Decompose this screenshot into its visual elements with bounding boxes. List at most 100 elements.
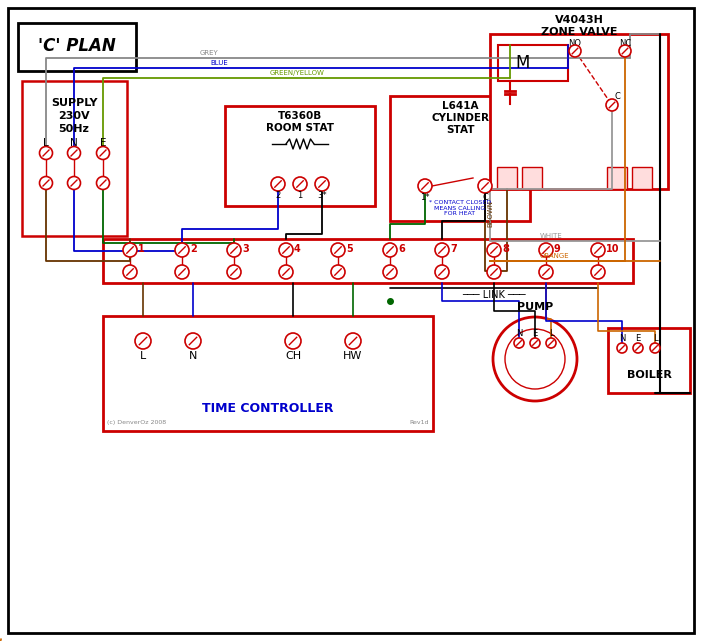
Circle shape [175, 243, 189, 257]
Circle shape [633, 343, 643, 353]
Text: N: N [189, 351, 197, 361]
Circle shape [650, 343, 660, 353]
FancyBboxPatch shape [497, 167, 517, 189]
Text: CH: CH [285, 351, 301, 361]
FancyBboxPatch shape [22, 81, 127, 236]
Circle shape [185, 333, 201, 349]
Text: * CONTACT CLOSED
MEANS CALLING
FOR HEAT: * CONTACT CLOSED MEANS CALLING FOR HEAT [429, 200, 491, 216]
Circle shape [39, 176, 53, 190]
Circle shape [293, 177, 307, 191]
FancyBboxPatch shape [8, 8, 694, 633]
Circle shape [619, 45, 631, 57]
Circle shape [383, 243, 397, 257]
Text: ZONE VALVE: ZONE VALVE [541, 27, 617, 37]
FancyBboxPatch shape [632, 167, 652, 189]
Text: CYLINDER: CYLINDER [431, 113, 489, 123]
Circle shape [546, 338, 556, 348]
Circle shape [67, 176, 81, 190]
Circle shape [175, 265, 189, 279]
Text: N: N [516, 328, 522, 338]
Circle shape [271, 177, 285, 191]
Circle shape [435, 265, 449, 279]
Text: STAT: STAT [446, 125, 475, 135]
Text: C: C [482, 192, 488, 201]
Circle shape [331, 265, 345, 279]
Text: L641A: L641A [442, 101, 478, 111]
Circle shape [617, 343, 627, 353]
Circle shape [96, 176, 110, 190]
Circle shape [123, 265, 137, 279]
Text: GREY: GREY [200, 50, 219, 56]
Text: PUMP: PUMP [517, 302, 553, 312]
Circle shape [418, 179, 432, 193]
FancyBboxPatch shape [390, 96, 530, 221]
Circle shape [514, 338, 524, 348]
Circle shape [135, 333, 151, 349]
Text: 5: 5 [346, 244, 352, 254]
Circle shape [487, 265, 501, 279]
Text: L: L [653, 333, 657, 342]
Circle shape [285, 333, 301, 349]
Circle shape [606, 99, 618, 111]
Circle shape [123, 243, 137, 257]
Circle shape [279, 243, 293, 257]
Text: TIME CONTROLLER: TIME CONTROLLER [202, 403, 333, 415]
Circle shape [345, 333, 361, 349]
Text: ORANGE: ORANGE [540, 253, 569, 259]
Text: NO: NO [569, 38, 581, 47]
Text: BOILER: BOILER [627, 370, 671, 380]
Text: 1: 1 [138, 244, 145, 254]
Text: 4: 4 [294, 244, 300, 254]
Circle shape [96, 147, 110, 160]
FancyBboxPatch shape [608, 328, 690, 393]
Text: 2: 2 [190, 244, 197, 254]
Text: ROOM STAT: ROOM STAT [266, 123, 334, 133]
Text: 230V: 230V [58, 111, 90, 121]
FancyBboxPatch shape [498, 45, 568, 81]
Circle shape [591, 243, 605, 257]
Text: GREEN/YELLOW: GREEN/YELLOW [270, 70, 325, 76]
Text: 3: 3 [242, 244, 249, 254]
Text: T6360B: T6360B [278, 111, 322, 121]
Circle shape [227, 265, 241, 279]
Circle shape [383, 265, 397, 279]
Text: 50Hz: 50Hz [58, 124, 89, 134]
Circle shape [39, 147, 53, 160]
Circle shape [67, 147, 81, 160]
Circle shape [493, 317, 577, 401]
Text: 2: 2 [275, 190, 281, 199]
Circle shape [530, 338, 540, 348]
Text: 8: 8 [502, 244, 509, 254]
Text: NC: NC [619, 38, 631, 47]
Text: 6: 6 [398, 244, 405, 254]
FancyBboxPatch shape [103, 239, 633, 283]
Text: L: L [549, 328, 553, 338]
FancyBboxPatch shape [18, 23, 136, 71]
FancyBboxPatch shape [522, 167, 542, 189]
Text: 'C' PLAN: 'C' PLAN [38, 37, 116, 55]
Text: V4043H: V4043H [555, 15, 604, 25]
Circle shape [279, 265, 293, 279]
Text: 10: 10 [606, 244, 619, 254]
Circle shape [315, 177, 329, 191]
Circle shape [505, 329, 565, 389]
Text: (c) DenverOz 2008: (c) DenverOz 2008 [107, 420, 166, 425]
Circle shape [331, 243, 345, 257]
Circle shape [591, 265, 605, 279]
Circle shape [227, 243, 241, 257]
Text: C: C [614, 92, 620, 101]
Text: N: N [70, 138, 78, 148]
Circle shape [539, 265, 553, 279]
Text: BROWN: BROWN [487, 200, 493, 227]
Text: E: E [635, 333, 641, 342]
Circle shape [478, 179, 492, 193]
Text: ─── LINK ───: ─── LINK ─── [462, 290, 526, 300]
Text: M: M [516, 54, 530, 72]
FancyBboxPatch shape [490, 34, 668, 189]
Text: L: L [43, 138, 49, 148]
Text: E: E [100, 138, 106, 148]
Text: 1: 1 [298, 190, 303, 199]
FancyBboxPatch shape [225, 106, 375, 206]
Circle shape [487, 243, 501, 257]
Text: WHITE: WHITE [540, 233, 563, 239]
